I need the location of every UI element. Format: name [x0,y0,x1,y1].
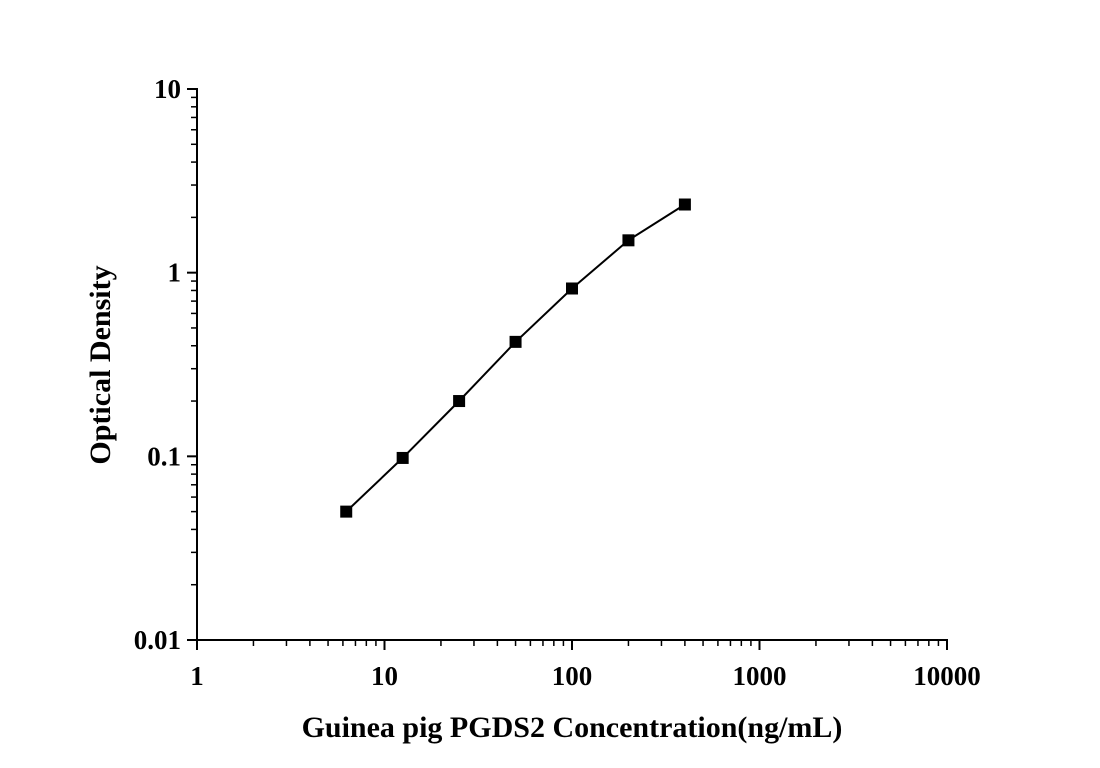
x-tick-label: 1 [190,661,204,691]
axes [196,88,948,641]
y-tick-label: 10 [154,74,181,104]
data-point-marker [566,282,578,295]
x-tick-label: 100 [552,661,593,691]
data-point-marker [509,335,522,348]
x-axis-title: Guinea pig PGDS2 Concentration(ng/mL) [302,711,843,744]
x-tick-label: 1000 [733,661,787,691]
data-point-marker [340,505,353,518]
y-axis-title: Optical Density [84,265,117,464]
y-tick-labels: 0.01 0.1 1 10 [134,74,181,655]
y-tick-label: 0.1 [147,441,181,471]
series-line [345,203,686,513]
y-tick-label: 0.01 [134,625,181,655]
data-point-marker [453,395,466,408]
y-tick-label: 1 [168,258,182,288]
x-tick-labels: 1 10 100 1000 10000 [190,661,981,691]
data-point-marker [622,234,635,247]
data-point-marker [678,198,691,211]
x-tick-label: 10 [371,661,398,691]
series [340,198,691,518]
major-ticks [187,88,948,650]
x-tick-label: 10000 [913,661,981,691]
minor-ticks [191,96,940,646]
data-point-marker [396,451,409,464]
